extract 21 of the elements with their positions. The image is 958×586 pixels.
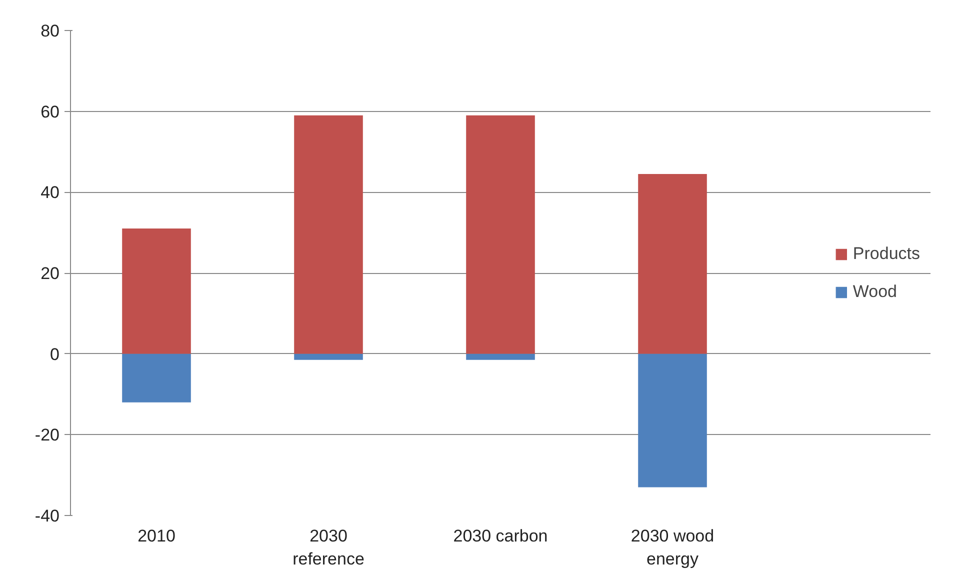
bar [122,354,191,402]
y-tick-label: 40 [40,183,60,202]
y-tick-label: -40 [34,506,60,526]
legend-label: Wood [852,282,898,302]
x-tick-label: 2030 wood energy [630,526,714,568]
y-tick-label: 20 [40,264,60,283]
bar [466,115,535,354]
bar [638,174,707,354]
bar [122,228,191,354]
y-tick-label: -20 [34,426,60,445]
bar [466,354,535,360]
legend-label: Products [852,244,920,264]
y-tick-label: 0 [50,344,60,364]
bar [294,115,363,354]
bar [294,354,363,360]
bar [638,354,707,488]
y-tick-label: 80 [40,22,60,40]
x-tick-label: 2030 reference [292,526,364,568]
y-tick-label: 60 [40,102,60,122]
x-tick-label: 2010 [138,526,176,546]
x-tick-label: 2030 carbon [453,526,548,546]
